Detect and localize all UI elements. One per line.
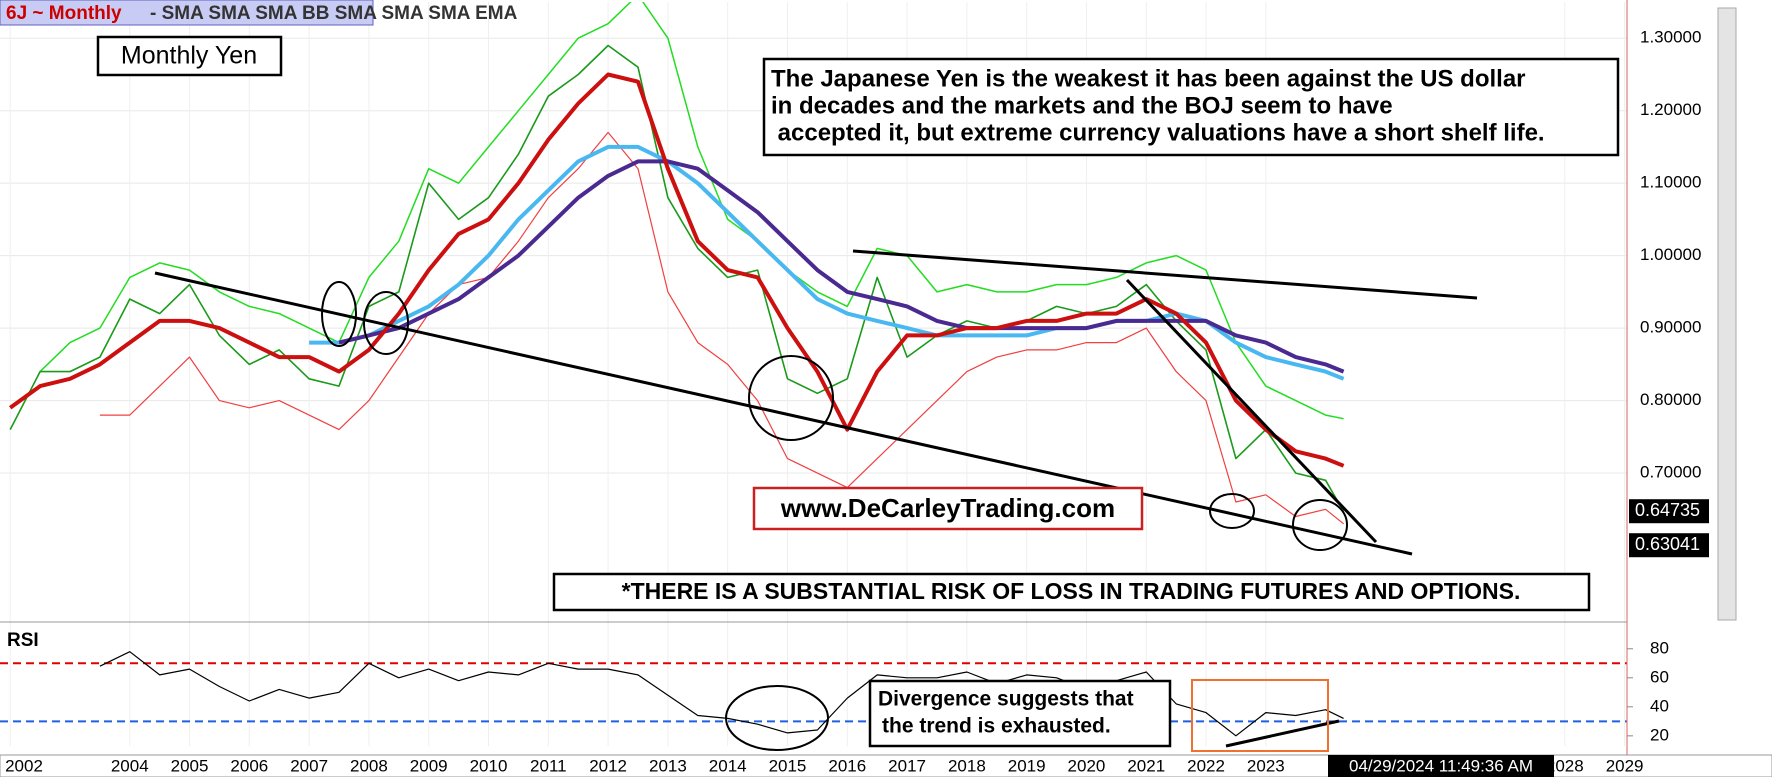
price-pane <box>9 2 1345 525</box>
note-line: accepted it, but extreme currency valuat… <box>771 119 1545 146</box>
y-tick-label: 1.20000 <box>1640 100 1701 119</box>
label: Monthly Yen <box>121 42 257 70</box>
circle <box>1292 499 1348 551</box>
circle <box>748 355 834 441</box>
header-box <box>0 0 374 26</box>
x-tick-label: 2014 <box>709 756 747 775</box>
y-tick-label: 0.70000 <box>1640 463 1701 482</box>
x-tick-label: 2009 <box>410 756 448 775</box>
scrollbar[interactable] <box>1717 7 1737 621</box>
divergence-note: Divergence suggests that <box>878 688 1134 711</box>
x-tick-label: 2012 <box>589 756 627 775</box>
x-tick-label: 2017 <box>888 756 926 775</box>
note-box <box>762 57 1620 157</box>
x-tick-label: 2028 <box>1546 756 1584 775</box>
website-box <box>752 486 1144 531</box>
series-line <box>309 144 1345 381</box>
chart-title: 6J ~ Monthly <box>6 3 122 24</box>
y-tick-label: 40 <box>1650 696 1669 715</box>
indicator-list: - SMA SMA SMA BB SMA SMA SMA EMA <box>150 3 518 24</box>
x-tick-label: 2022 <box>1187 756 1225 775</box>
y-tick-label: 1.00000 <box>1640 245 1701 264</box>
rsi-title: RSI <box>7 630 39 651</box>
trendline <box>1125 278 1378 544</box>
series-line <box>39 2 1344 420</box>
y-tick-label: 0.90000 <box>1640 318 1701 337</box>
axes: 1.30000 1.20000 1.10000 1.00000 0.90000 0.800… <box>5 28 1701 776</box>
y-tick-label: 0.80000 <box>1640 390 1701 409</box>
note-line: The Japanese Yen is the weakest it has b… <box>771 65 1526 92</box>
x-tick-label: 2002 <box>5 756 43 775</box>
series-line <box>9 72 1345 468</box>
circle <box>725 685 829 751</box>
x-tick-label: 2006 <box>230 756 268 775</box>
highlight-box <box>1191 679 1329 752</box>
note-line: in decades and the markets and the BOJ s… <box>771 92 1393 119</box>
price-flag-label: 0.64735 <box>1635 500 1700 520</box>
x-tick-label: 2023 <box>1247 756 1285 775</box>
trendline <box>852 249 1478 300</box>
y-tick-label: 20 <box>1650 725 1669 744</box>
disclaimer: *THERE IS A SUBSTANTIAL RISK OF LOSS IN … <box>622 578 1521 604</box>
x-tick-label: 2018 <box>948 756 986 775</box>
label-box <box>96 35 283 77</box>
x-tick-label: 2029 <box>1606 756 1644 775</box>
x-tick-label: 2005 <box>171 756 209 775</box>
trendline <box>1225 719 1340 748</box>
timestamp-box <box>1328 755 1554 777</box>
circle <box>1209 493 1255 529</box>
x-tick-label: 2016 <box>828 756 866 775</box>
series-line <box>99 651 1344 737</box>
y-tick-label: 1.30000 <box>1640 28 1701 47</box>
circle <box>363 291 409 355</box>
y-tick-label: 1.10000 <box>1640 173 1701 192</box>
circle <box>321 281 357 347</box>
x-tick-label: 2021 <box>1127 756 1165 775</box>
x-tick-label: 2008 <box>350 756 388 775</box>
divergence-box <box>868 679 1172 748</box>
website: www.DeCarleyTrading.com <box>780 493 1115 523</box>
y-tick-label: 60 <box>1650 667 1669 686</box>
x-tick-label: 2020 <box>1068 756 1106 775</box>
timestamp: 04/29/2024 11:49:36 AM <box>1349 756 1533 775</box>
price-flag-label: 0.63041 <box>1635 534 1700 554</box>
price-flag <box>1629 533 1709 558</box>
x-tick-label: 2004 <box>111 756 149 775</box>
x-tick-label: 2015 <box>769 756 807 775</box>
drawings <box>154 249 1478 752</box>
disclaimer-box <box>552 572 1591 612</box>
series-line <box>9 44 1345 512</box>
x-tick-label: 2010 <box>470 756 508 775</box>
x-tick-label: 2019 <box>1008 756 1046 775</box>
price-flag <box>1629 499 1709 524</box>
series-line <box>99 131 1344 525</box>
rsi-pane <box>0 651 1627 737</box>
x-tick-label: 2007 <box>290 756 328 775</box>
price-flags: 0.64735 0.63041 <box>1629 499 1709 558</box>
x-tick-label: 2011 <box>530 756 567 775</box>
y-tick-label: 80 <box>1650 638 1669 657</box>
divergence-note: the trend is exhausted. <box>882 715 1111 738</box>
x-tick-label: 2013 <box>649 756 687 775</box>
